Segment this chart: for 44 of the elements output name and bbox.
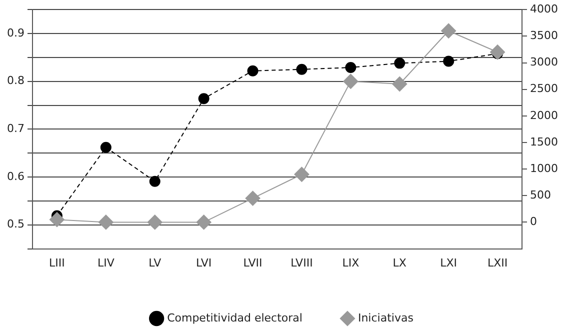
x-tick-label: LIV xyxy=(97,256,115,270)
point xyxy=(247,65,258,76)
point xyxy=(490,44,506,60)
legend-label: Iniciativas xyxy=(358,311,414,324)
x-tick-label: LV xyxy=(148,256,162,270)
point xyxy=(196,214,212,230)
point xyxy=(441,23,456,38)
point xyxy=(147,214,162,230)
y2-tick-label: 0 xyxy=(530,215,538,228)
y2-tick-label: 3500 xyxy=(530,29,558,42)
x-tick-label: LVII xyxy=(243,256,262,270)
point xyxy=(198,93,210,104)
point xyxy=(345,62,356,73)
y-tick-label: 0.9 xyxy=(6,26,24,40)
x-tick-label: LXII xyxy=(487,256,508,270)
x-tick-label: LXI xyxy=(440,256,458,270)
point xyxy=(294,166,310,182)
x-tick-label: LVI xyxy=(196,256,212,270)
point xyxy=(245,190,260,206)
y2-tick-label: 3000 xyxy=(530,56,558,69)
x-tick-label: LIII xyxy=(49,256,65,270)
point xyxy=(392,76,408,92)
point xyxy=(49,212,64,228)
point xyxy=(394,58,406,69)
point xyxy=(149,176,160,187)
point xyxy=(98,214,114,230)
y-tick-label: 0.7 xyxy=(6,122,24,136)
y2-tick-label: 1000 xyxy=(530,162,558,175)
point xyxy=(100,142,112,153)
x-tick-label: LIX xyxy=(342,256,360,270)
y2-tick-label: 2000 xyxy=(530,108,558,122)
y2-tick-label: 4000 xyxy=(530,2,558,16)
y2-tick-label: 500 xyxy=(530,188,552,202)
x-tick-label: LVIII xyxy=(290,256,313,270)
point xyxy=(443,56,454,67)
point xyxy=(296,64,308,75)
y2-tick-label: 1500 xyxy=(530,135,558,148)
y-tick-label: 0.5 xyxy=(6,218,24,231)
y2-tick-label: 2500 xyxy=(530,82,558,96)
legend-label: Competitividad electoral xyxy=(167,311,302,324)
point xyxy=(343,74,358,89)
x-tick-label: LX xyxy=(392,256,407,270)
y-tick-label: 0.8 xyxy=(6,74,24,88)
y-tick-label: 0.6 xyxy=(6,170,24,183)
